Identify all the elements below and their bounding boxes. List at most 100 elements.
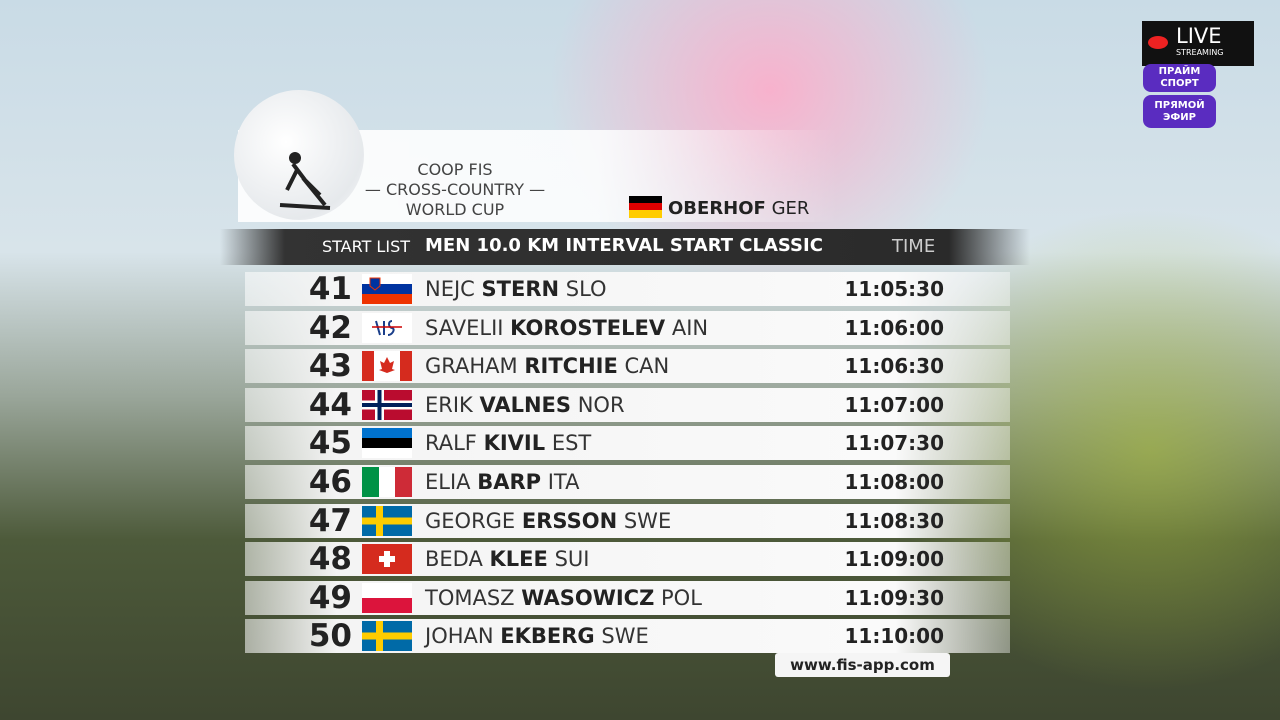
- bib: 41: [308, 271, 352, 307]
- start-row: 41 NEJC STERN SLO 11:05:30: [245, 272, 1010, 306]
- last-name: KIVIL: [483, 431, 546, 456]
- start-time: 11:06:30: [844, 354, 945, 379]
- nation-flag: [362, 312, 412, 343]
- start-row: 43 GRAHAM RITCHIE CAN 11:06:30: [245, 348, 1010, 385]
- start-row: 42 SAVELII KOROSTELEV AIN 11:06:00: [245, 309, 1010, 346]
- start-row: 47 GEORGE ERSSON SWE 11:08:30: [245, 502, 1010, 539]
- nation-flag: [362, 389, 412, 420]
- venue-nation: GER: [771, 198, 810, 219]
- athlete-name: GRAHAM RITCHIE CAN: [425, 349, 669, 383]
- last-name: KOROSTELEV: [510, 315, 666, 340]
- bib: 50: [308, 618, 352, 655]
- last-name: WASOWICZ: [521, 585, 655, 610]
- start-time: 11:09:00: [844, 547, 945, 572]
- event-line: CROSS-COUNTRY: [385, 180, 525, 199]
- last-name: RITCHIE: [524, 354, 618, 379]
- start-time: 11:08:00: [844, 470, 945, 494]
- start-row: 48 BEDA KLEE SUI 11:09:00: [245, 541, 1010, 578]
- last-name: STERN: [481, 277, 560, 301]
- live-air-badge: ПРЯМОЙ ЭФИР: [1143, 95, 1216, 128]
- last-name: BARP: [477, 470, 542, 494]
- first-name: JOHAN: [425, 624, 494, 649]
- bib: 47: [308, 502, 352, 539]
- nation: SWE: [623, 508, 672, 533]
- athlete-name: ERIK VALNES NOR: [425, 388, 625, 422]
- bib: 46: [308, 464, 352, 500]
- live-dot: [1148, 36, 1168, 49]
- bib: 44: [308, 386, 352, 423]
- venue: OBERHOF GER: [668, 198, 809, 219]
- nation-flag: [362, 505, 412, 536]
- start-time: 11:10:00: [844, 624, 945, 649]
- last-name: KLEE: [489, 547, 548, 572]
- nation-flag: [362, 274, 412, 304]
- start-time: 11:07:00: [844, 392, 945, 417]
- start-row: 49 TOMASZ WASOWICZ POL 11:09:30: [245, 579, 1010, 616]
- athlete-name: RALF KIVIL EST: [425, 426, 591, 460]
- nation-flag: [362, 467, 412, 497]
- badge-text: ПРЯМОЙ: [1154, 100, 1205, 111]
- event-line: COOP FIS: [417, 160, 493, 179]
- nation: SUI: [554, 547, 590, 572]
- event-line: — CROSS-COUNTRY —: [364, 180, 546, 199]
- nation: POL: [661, 585, 702, 610]
- url: www.fis-app.com: [775, 653, 950, 677]
- athlete-name: JOHAN EKBERG SWE: [425, 619, 649, 653]
- first-name: NEJC: [425, 277, 475, 301]
- athlete-name: TOMASZ WASOWICZ POL: [425, 581, 702, 615]
- nation: SLO: [565, 277, 607, 301]
- live-badge: LIVE STREAMING: [1142, 21, 1254, 66]
- start-row: 50 JOHAN EKBERG SWE 11:10:00: [245, 618, 1010, 655]
- start-row: 45 RALF KIVIL EST 11:07:30: [245, 425, 1010, 462]
- athlete-name: ELIA BARP ITA: [425, 465, 580, 499]
- athlete-name: GEORGE ERSSON SWE: [425, 504, 671, 538]
- skier-icon: [279, 152, 331, 210]
- channel-text: СПОРТ: [1160, 78, 1199, 89]
- last-name: ERSSON: [521, 508, 618, 533]
- time-label: TIME: [892, 236, 936, 257]
- event-title: COOP FIS — CROSS-COUNTRY — WORLD CUP: [340, 160, 570, 220]
- nation: SWE: [601, 624, 649, 649]
- channel-text: ПРАЙМ: [1158, 66, 1201, 77]
- last-name: EKBERG: [500, 624, 595, 649]
- channel-logo: ПРАЙМ СПОРТ: [1143, 64, 1216, 92]
- athlete-name: NEJC STERN SLO: [425, 272, 607, 306]
- badge-text: ЭФИР: [1163, 112, 1196, 123]
- nation-flag: [362, 582, 412, 613]
- last-name: VALNES: [479, 392, 572, 417]
- venue-flag: [629, 196, 662, 218]
- start-time: 11:07:30: [844, 431, 945, 456]
- start-row: 44 ERIK VALNES NOR 11:07:00: [245, 386, 1010, 423]
- live-text: LIVE: [1176, 24, 1222, 48]
- start-time: 11:09:30: [844, 585, 945, 610]
- start-time: 11:05:30: [844, 277, 945, 301]
- start-time: 11:08:30: [844, 508, 945, 533]
- nation: EST: [551, 431, 592, 456]
- first-name: TOMASZ: [425, 585, 515, 610]
- bib: 49: [308, 579, 352, 616]
- bib: 42: [308, 309, 352, 346]
- first-name: GEORGE: [425, 508, 516, 533]
- start-row: 46 ELIA BARP ITA 11:08:00: [245, 465, 1010, 499]
- bib: 43: [308, 348, 352, 385]
- nation: CAN: [624, 354, 670, 379]
- list-header: START LIST MEN 10.0 KM INTERVAL START CL…: [220, 229, 1030, 265]
- nation-flag: [362, 544, 412, 575]
- first-name: ELIA: [425, 470, 471, 494]
- list-label: START LIST: [321, 237, 410, 256]
- nation-flag: [362, 428, 412, 459]
- nation: NOR: [577, 392, 625, 417]
- event-line: WORLD CUP: [405, 200, 505, 219]
- venue-name: OBERHOF: [668, 198, 766, 219]
- bib: 45: [308, 425, 352, 462]
- nation-flag: [362, 351, 412, 382]
- bib: 48: [308, 541, 352, 578]
- first-name: RALF: [425, 431, 477, 456]
- first-name: SAVELII: [425, 315, 504, 340]
- nation-flag: [362, 621, 412, 652]
- athlete-name: SAVELII KOROSTELEV AIN: [425, 311, 708, 345]
- first-name: BEDA: [425, 547, 483, 572]
- list-title: MEN 10.0 KM INTERVAL START CLASSIC: [425, 235, 823, 256]
- live-sub: STREAMING: [1176, 48, 1224, 57]
